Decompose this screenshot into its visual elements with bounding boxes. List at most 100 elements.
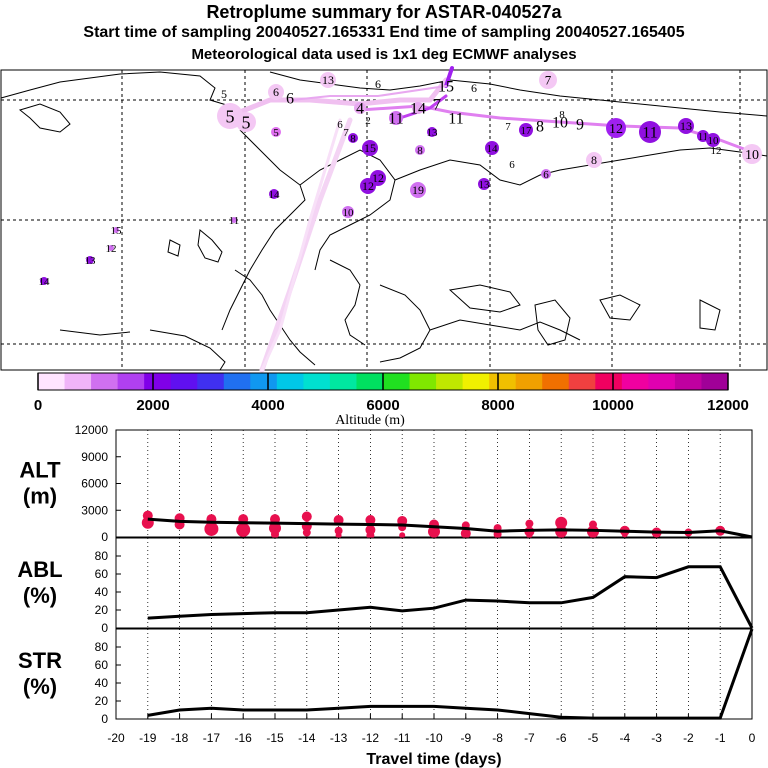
marker-dot — [606, 118, 626, 138]
y-tick-label: 0 — [101, 621, 108, 635]
alt-point — [365, 515, 376, 526]
marker-label: 8 — [591, 153, 597, 167]
marker-label: 5 — [221, 87, 227, 101]
marker-label: 7 — [545, 73, 552, 88]
x-tick-label: -11 — [394, 731, 411, 745]
marker-label: 6 — [273, 85, 279, 99]
colorbar-tick-label: 4000 — [251, 397, 284, 414]
x-axis-label: Travel time (days) — [366, 751, 501, 768]
map-marker: 11 — [448, 111, 463, 128]
marker-dot — [706, 133, 720, 147]
x-tick-label: -14 — [298, 731, 316, 745]
abl-line — [147, 565, 754, 629]
marker-label: 6 — [471, 81, 477, 95]
map-marker: 6 — [286, 91, 294, 108]
map-marker: 13 — [320, 72, 336, 88]
marker-label: 7 — [433, 97, 441, 114]
map-marker: 15 — [362, 140, 378, 156]
abl-panel: 80 60 40 20 0 ABL(%) — [17, 537, 754, 635]
alt-point — [526, 532, 533, 539]
colorbar-swatch — [542, 373, 570, 390]
x-tick-label: -13 — [330, 731, 348, 745]
colorbar-swatch — [223, 373, 251, 390]
colorbar-swatch — [329, 373, 357, 390]
map-marker: 6 — [509, 159, 515, 171]
map-marker: 7 — [505, 121, 511, 133]
alt-point — [525, 519, 534, 528]
colorbar-tick-label: 0 — [34, 397, 42, 414]
x-tick-label: -8 — [492, 731, 503, 745]
map-marker: 19 — [410, 182, 426, 198]
colorbar-swatch — [170, 373, 198, 390]
map-marker: 11 — [697, 130, 709, 143]
marker-label: 2 — [365, 115, 371, 127]
marker-dot — [362, 140, 378, 156]
colorbar-swatch — [621, 373, 649, 390]
y-axis-label: (m) — [23, 484, 57, 509]
map-marker: 12 — [370, 170, 386, 186]
marker-label: 14 — [410, 101, 426, 118]
marker-label: 10 — [708, 135, 720, 147]
colorbar-swatch — [197, 373, 225, 390]
colorbar-swatch — [91, 373, 119, 390]
map-marker: 15 — [438, 79, 454, 96]
marker-label: 12 — [362, 179, 374, 193]
x-tick-label: -2 — [683, 731, 694, 745]
y-axis-label: ABL — [17, 557, 62, 582]
marker-dot — [271, 127, 281, 137]
map-marker: 14 — [39, 276, 51, 288]
alt-point — [557, 530, 566, 539]
y-tick-label: 0 — [101, 712, 108, 726]
map-marker: 7 — [343, 127, 349, 139]
str-panel: 80 60 40 20 0 STR(%) — [18, 628, 754, 726]
marker-label: 12 — [372, 171, 384, 185]
map-marker: 5 — [221, 87, 227, 101]
y-tick-label: 40 — [95, 676, 109, 690]
colorbar-swatch — [117, 373, 145, 390]
alt-panel: 12000 9000 6000 3000 0 ALT(m) — [19, 423, 753, 544]
coastlines — [0, 71, 768, 371]
marker-dot — [427, 127, 437, 137]
y-tick-label: 6000 — [81, 477, 108, 491]
marker-label: 14 — [487, 143, 499, 155]
map-marker: 10 — [342, 206, 354, 219]
panel-frame — [115, 429, 753, 538]
altitude-colorbar: 0 2000 4000 6000 8000 10000 12000 Altitude (m) — [34, 372, 749, 428]
y-tick-label: 20 — [95, 694, 109, 708]
colorbar-swatch — [383, 373, 411, 390]
map-marker: 5 — [236, 112, 256, 132]
marker-label: 8 — [350, 133, 356, 145]
y-tick-label: 60 — [95, 567, 109, 581]
colorbar-swatch — [674, 373, 702, 390]
map-marker: 8 — [415, 145, 425, 157]
colorbar-swatch — [648, 373, 676, 390]
map-marker: 8 — [559, 109, 565, 121]
y-tick-label: 0 — [101, 530, 108, 544]
marker-label: 19 — [412, 183, 424, 197]
map-marker: 14 — [485, 141, 499, 155]
marker-dot — [519, 123, 533, 137]
map-marker: 8 — [536, 119, 544, 136]
marker-label: 10 — [745, 148, 759, 163]
marker-dot — [639, 121, 661, 143]
alt-point — [204, 521, 219, 536]
x-tick-label: -17 — [203, 731, 221, 745]
marker-label: 17 — [521, 125, 533, 137]
map-marker: 12 — [106, 243, 117, 255]
colorbar-tick-label: 8000 — [481, 397, 514, 414]
alt-point — [335, 532, 342, 539]
marker-label: 12 — [106, 243, 117, 255]
alt-point — [621, 531, 628, 538]
colorbar-swatch — [276, 373, 304, 390]
marker-label: 11 — [698, 131, 709, 143]
map-marker: 15 — [111, 225, 123, 237]
x-tick-label: -7 — [524, 731, 535, 745]
alt-point — [334, 526, 343, 535]
map-marker: 5 — [271, 127, 281, 139]
marker-label: 11 — [448, 111, 463, 128]
x-tick-label: -20 — [107, 731, 125, 745]
alt-line — [147, 517, 753, 539]
x-tick-label: -9 — [460, 731, 471, 745]
